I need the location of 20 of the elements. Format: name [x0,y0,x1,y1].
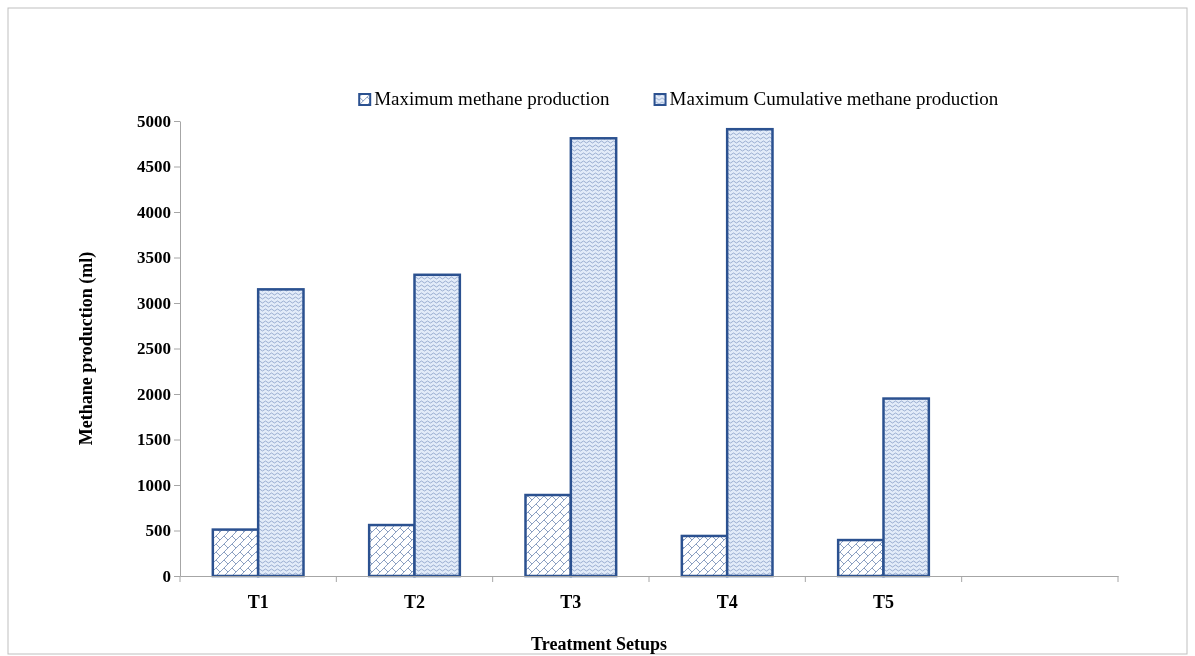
x-tick-label: T4 [716,591,738,612]
y-tick-label: 4000 [137,202,171,222]
legend-label: Maximum methane production [374,88,611,109]
y-tick-label: 1500 [137,430,171,450]
y-axis-title: Methane production (ml) [76,251,97,446]
y-tick-label: 4500 [137,157,171,177]
x-tick-label: T2 [403,591,426,612]
y-tick-label: 1000 [137,475,171,495]
x-tick-label: T5 [872,591,895,612]
y-tick-label: 3500 [137,248,171,268]
y-tick-label: 3000 [137,293,171,313]
y-tick-label: 500 [145,521,171,541]
y-tick-label: 5000 [137,111,171,131]
x-tick-label: T1 [247,591,269,612]
y-tick-label: 2500 [137,339,171,359]
y-tick-label: 0 [162,566,171,586]
y-tick-label: 2000 [137,384,171,404]
legend-label: Maximum Cumulative methane production [669,88,999,109]
x-tick-label: T3 [560,591,582,612]
x-axis-title: Treatment Setups [531,634,667,654]
